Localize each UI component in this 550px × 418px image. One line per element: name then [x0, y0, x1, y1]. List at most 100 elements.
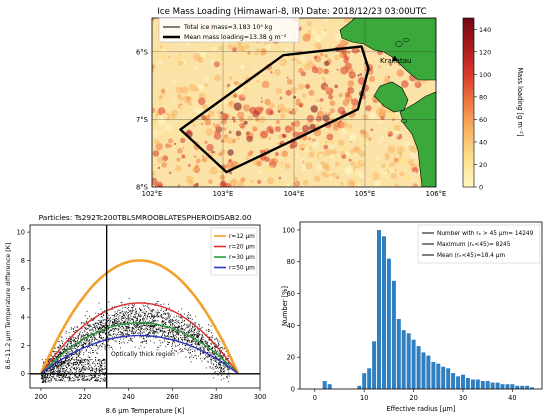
scatter-point: [56, 356, 58, 357]
scatter-point: [99, 365, 101, 367]
scatter-point: [181, 325, 183, 327]
scatter-point: [215, 346, 217, 348]
heat-speck: [188, 108, 192, 111]
heat-speck: [298, 103, 303, 108]
heat-speck: [311, 140, 320, 148]
scatter-point: [136, 313, 138, 314]
heat-speck: [343, 54, 348, 59]
heat-speck: [260, 100, 264, 103]
scatter-point: [161, 308, 162, 310]
heat-speck: [236, 180, 245, 187]
scatter-point: [89, 379, 91, 381]
scatter-point: [63, 372, 65, 374]
scatter-point: [86, 378, 88, 380]
heat-speck: [322, 114, 330, 122]
scatter-point: [120, 333, 122, 335]
scatter-point: [101, 322, 103, 324]
scatter-point: [70, 360, 71, 362]
scatter-point: [90, 378, 92, 380]
scatter-point: [53, 376, 55, 378]
heat-speck: [281, 150, 289, 158]
scatter-point: [200, 340, 202, 342]
scatter-point: [225, 351, 227, 352]
histogram-bars: [322, 230, 535, 389]
scatter-point: [81, 378, 83, 380]
scatter-point: [195, 341, 197, 342]
scatter-point: [110, 334, 112, 336]
scatter-point: [119, 312, 121, 314]
scatter-point: [66, 358, 67, 359]
scatter-point: [114, 323, 116, 325]
scatter-point: [167, 317, 169, 319]
scatter-point: [207, 352, 208, 353]
scatter-point: [70, 366, 72, 368]
scatter-point: [145, 330, 147, 332]
scatter-point: [78, 369, 80, 371]
scatter-point: [91, 359, 93, 360]
scatter-point: [94, 372, 96, 374]
scatter-point: [65, 349, 67, 351]
scatter-point: [195, 337, 197, 339]
scatter-point: [63, 363, 65, 364]
scatter-point: [89, 380, 90, 382]
scatter-point: [203, 358, 205, 360]
scatter-point: [224, 348, 225, 349]
scatter-point: [66, 367, 68, 369]
scatter-point: [189, 352, 191, 354]
scatter-point: [117, 314, 119, 316]
scatter-point: [124, 321, 126, 323]
scatter-point: [99, 327, 101, 329]
scatter-point: [206, 356, 208, 358]
scatter-point: [60, 364, 62, 366]
scatter-point: [60, 379, 62, 380]
heat-speck: [308, 146, 312, 150]
scatter-point: [183, 338, 185, 340]
scatter-point: [124, 313, 126, 314]
scatter-point: [199, 334, 201, 336]
scatter-ylabel: 8.6-11.2 μm Temperature difference [K]: [4, 243, 12, 370]
scatter-point: [134, 314, 136, 315]
scatter-point: [152, 327, 154, 329]
scatter-point: [216, 366, 218, 367]
scatter-point: [79, 334, 80, 335]
scatter-point: [220, 355, 221, 357]
scatter-point: [95, 344, 97, 346]
scatter-point: [139, 315, 141, 317]
scatter-point: [87, 328, 89, 329]
scatter-point: [129, 337, 131, 339]
scatter-point: [64, 362, 66, 363]
scatter-point: [137, 329, 139, 331]
scatter-point: [81, 321, 83, 323]
scatter-point: [164, 317, 166, 319]
scatter-point: [66, 352, 68, 354]
scatter-point: [92, 330, 94, 332]
heat-speck: [202, 77, 205, 80]
scatter-point: [140, 309, 142, 310]
scatter-point: [57, 353, 59, 355]
scatter-point: [191, 330, 192, 331]
scatter-point: [92, 362, 94, 364]
scatter-point: [50, 371, 52, 373]
heat-speck: [157, 98, 165, 105]
scatter-point: [52, 372, 54, 374]
heat-speck: [168, 138, 174, 144]
scatter-point: [52, 366, 53, 368]
scatter-point: [154, 326, 156, 328]
scatter-point: [64, 374, 65, 376]
scatter-point: [214, 348, 216, 349]
scatter-point: [217, 339, 219, 340]
scatter-point: [82, 366, 84, 367]
scatter-point: [59, 362, 61, 364]
heat-speck: [295, 102, 300, 106]
scatter-point: [216, 356, 218, 358]
scatter-point: [154, 303, 156, 305]
scatter-point: [167, 343, 169, 345]
scatter-point: [171, 349, 173, 351]
heat-speck: [334, 175, 337, 178]
scatter-point: [78, 371, 80, 373]
heat-speck: [403, 140, 406, 143]
scatter-point: [83, 334, 85, 336]
scatter-point: [135, 311, 137, 313]
heat-speck: [348, 158, 352, 162]
scatter-point: [189, 318, 191, 320]
